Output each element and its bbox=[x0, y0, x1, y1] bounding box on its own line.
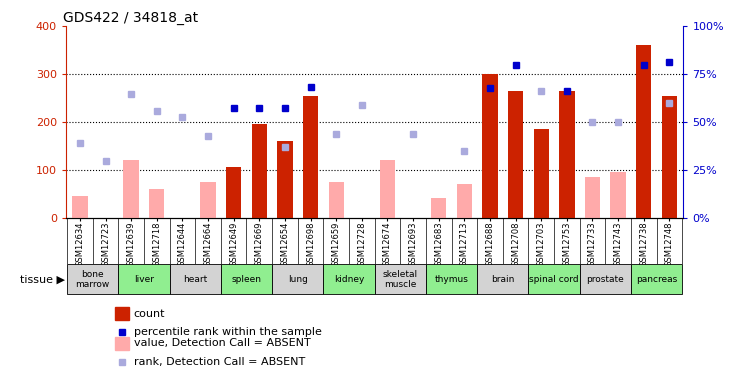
Bar bbox=[580, 264, 631, 294]
Text: heart: heart bbox=[183, 275, 208, 284]
Bar bbox=[662, 96, 677, 218]
Bar bbox=[115, 337, 129, 350]
Bar bbox=[303, 96, 318, 218]
Bar bbox=[610, 172, 626, 217]
Bar bbox=[508, 91, 523, 218]
Bar bbox=[482, 74, 498, 217]
Bar bbox=[477, 264, 529, 294]
Text: lung: lung bbox=[288, 275, 308, 284]
Bar bbox=[636, 45, 651, 218]
Text: spleen: spleen bbox=[232, 275, 262, 284]
Text: pancreas: pancreas bbox=[636, 275, 677, 284]
Bar bbox=[124, 160, 139, 218]
Bar bbox=[323, 264, 374, 294]
Text: brain: brain bbox=[491, 275, 515, 284]
Bar bbox=[272, 264, 323, 294]
Bar bbox=[115, 307, 129, 320]
Bar bbox=[328, 182, 344, 218]
Bar bbox=[585, 177, 600, 218]
Bar bbox=[67, 264, 118, 294]
Bar bbox=[200, 182, 216, 218]
Bar bbox=[380, 160, 395, 218]
Bar bbox=[221, 264, 272, 294]
Bar bbox=[431, 198, 447, 217]
Text: percentile rank within the sample: percentile rank within the sample bbox=[134, 327, 322, 337]
Text: kidney: kidney bbox=[334, 275, 364, 284]
Text: tissue ▶: tissue ▶ bbox=[20, 274, 65, 284]
Bar bbox=[375, 264, 426, 294]
Text: prostate: prostate bbox=[586, 275, 624, 284]
Bar bbox=[559, 91, 575, 218]
Bar bbox=[457, 184, 472, 218]
Text: rank, Detection Call = ABSENT: rank, Detection Call = ABSENT bbox=[134, 357, 305, 367]
Text: thymus: thymus bbox=[435, 275, 469, 284]
Text: bone
marrow: bone marrow bbox=[75, 270, 110, 289]
Bar bbox=[226, 167, 241, 217]
Text: liver: liver bbox=[134, 275, 154, 284]
Bar bbox=[149, 189, 164, 217]
Bar bbox=[118, 264, 170, 294]
Bar bbox=[631, 264, 682, 294]
Text: spinal cord: spinal cord bbox=[529, 275, 579, 284]
Text: count: count bbox=[134, 309, 165, 318]
Bar bbox=[72, 196, 88, 217]
Bar bbox=[170, 264, 221, 294]
Bar bbox=[529, 264, 580, 294]
Bar bbox=[277, 141, 292, 218]
Bar bbox=[534, 129, 549, 218]
Bar bbox=[251, 124, 267, 218]
Text: skeletal
muscle: skeletal muscle bbox=[383, 270, 418, 289]
Bar bbox=[426, 264, 477, 294]
Text: value, Detection Call = ABSENT: value, Detection Call = ABSENT bbox=[134, 339, 311, 348]
Text: GDS422 / 34818_at: GDS422 / 34818_at bbox=[63, 11, 198, 25]
